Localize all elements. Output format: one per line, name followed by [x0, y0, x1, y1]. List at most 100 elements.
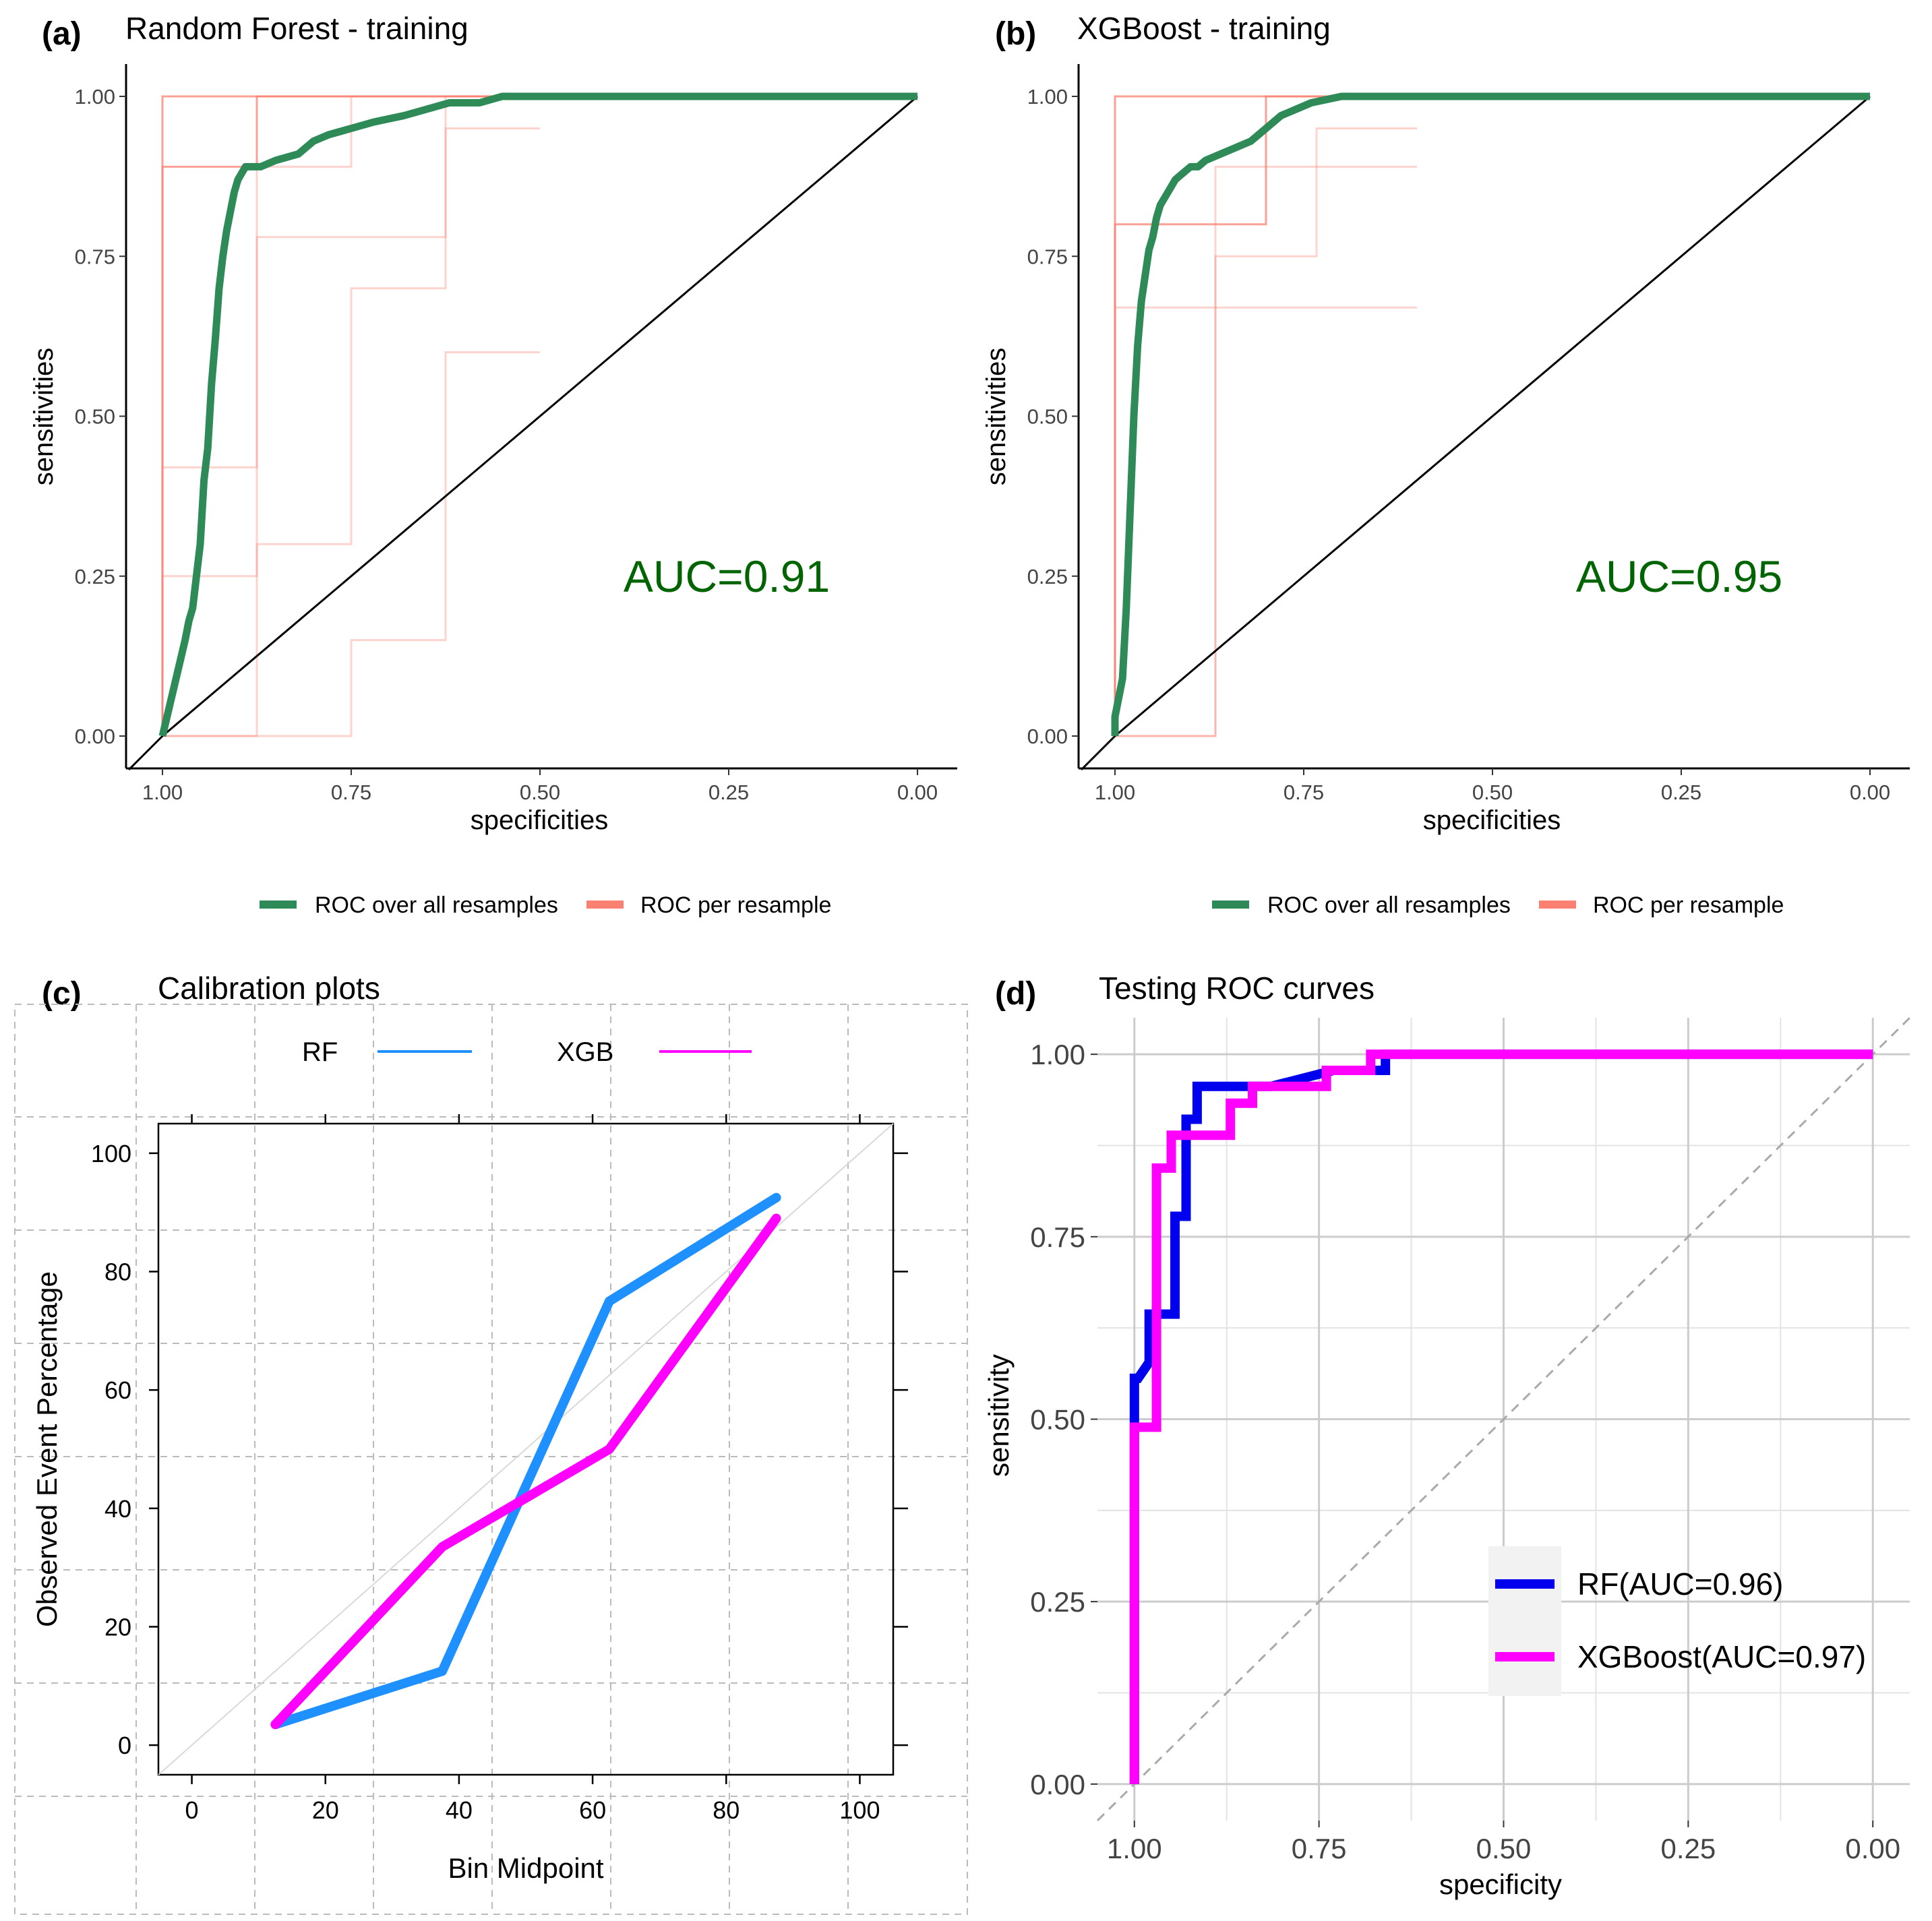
panel-d-series-xgboost — [1129, 1049, 1873, 1784]
panel-c-identity-line — [158, 1123, 894, 1775]
panel-a-y-ticks: 0.00 0.25 0.50 0.75 1.00 — [75, 85, 126, 748]
panel-c-y-tick-label: 20 — [104, 1613, 131, 1641]
panel-a-resample-curve — [162, 127, 540, 737]
panel-c-y-label: Observed Event Percentage — [31, 1271, 63, 1627]
panel-d-y-tick-label: 0.25 — [1030, 1586, 1085, 1618]
panel-d-x-tick-label: 0.75 — [1292, 1833, 1347, 1864]
panel-c-letter: (c) — [42, 976, 82, 1012]
panel-d-legend-label-xgb: XGBoost(AUC=0.97) — [1577, 1639, 1866, 1674]
panel-b-x-tick-label: 0.75 — [1284, 781, 1324, 804]
panel-c-plot-area — [158, 1123, 894, 1775]
panel-d-title: Testing ROC curves — [1099, 971, 1375, 1006]
panel-d-x-tick-label: 0.00 — [1845, 1833, 1900, 1864]
panel-c-legend: RF XGB — [302, 1037, 752, 1067]
panel-a-x-tick-label: 0.25 — [708, 781, 749, 804]
panel-a-letter: (a) — [42, 16, 82, 52]
panel-a-diagonal-reference — [162, 95, 918, 737]
panel-b-x-tick-label: 0.00 — [1850, 781, 1890, 804]
panel-c-y-tick-label: 80 — [104, 1258, 131, 1286]
panel-c-legend-label-rf: RF — [302, 1037, 338, 1067]
panel-a-roc-rf-training: (a) Random Forest - training 1.00 0.75 0.5… — [29, 11, 957, 918]
panel-a-legend-label-resample: ROC per resample — [640, 892, 831, 918]
panel-b-legend-label-resample: ROC per resample — [1593, 892, 1784, 918]
panel-b-letter: (b) — [995, 16, 1036, 52]
panel-c-title: Calibration plots — [158, 971, 380, 1006]
panel-b-x-ticks: 1.00 0.75 0.50 0.25 0.00 — [1095, 768, 1890, 804]
panel-d-letter: (d) — [995, 976, 1036, 1012]
panel-d-y-label: sensitivity — [983, 1354, 1015, 1477]
panel-a-y-tick-label: 1.00 — [75, 85, 115, 109]
panel-c-y-tick-label: 40 — [104, 1495, 131, 1523]
panel-d-x-tick-label: 1.00 — [1107, 1833, 1162, 1864]
panel-c-y-tick-label: 60 — [104, 1376, 131, 1404]
panel-c-grid-border — [14, 1004, 968, 1915]
panel-a-x-tick-label: 1.00 — [142, 781, 183, 804]
panel-a-x-tick-label: 0.00 — [897, 781, 938, 804]
panel-b-y-tick-label: 0.75 — [1027, 245, 1068, 268]
panel-c-y-tick-label: 0 — [118, 1732, 131, 1759]
panel-d-legend: RF(AUC=0.96) XGBoost(AUC=0.97) — [1488, 1546, 1866, 1696]
panel-d-legend-key-bg — [1488, 1546, 1561, 1696]
panel-c-x-tick-label: 0 — [185, 1796, 199, 1824]
panel-c-calibration: (c) Calibration plots RF XGB 0 20 40 60 80 10… — [14, 971, 968, 1915]
panel-d-y-tick-label: 1.00 — [1030, 1039, 1085, 1070]
panel-a-x-tick-label: 0.75 — [331, 781, 371, 804]
panel-a-resample-curve — [161, 95, 540, 736]
panel-a-x-ticks: 1.00 0.75 0.50 0.25 0.00 — [142, 768, 938, 804]
panel-b-x-tick-label: 0.25 — [1661, 781, 1701, 804]
panel-b-diagonal-reference — [1114, 95, 1871, 737]
panel-d-x-ticks: 1.00 0.75 0.50 0.25 0.00 — [1107, 1821, 1900, 1864]
panel-a-title: Random Forest - training — [125, 11, 469, 46]
panel-c-plot-frame — [157, 1122, 895, 1776]
panel-c-legend-label-xgb: XGB — [557, 1037, 613, 1067]
panel-b-legend: ROC over all resamples ROC per resample — [1212, 892, 1784, 918]
panel-b-auc-annotation: AUC=0.95 — [1576, 551, 1782, 601]
panel-d-legend-label-rf: RF(AUC=0.96) — [1577, 1566, 1783, 1602]
panel-c-y-tick-label: 100 — [91, 1140, 131, 1167]
panel-b-y-tick-label: 1.00 — [1027, 85, 1068, 109]
panel-d-y-ticks: 0.00 0.25 0.50 0.75 1.00 — [1030, 1039, 1097, 1800]
panel-b-legend-label-all: ROC over all resamples — [1267, 892, 1511, 918]
panel-a-auc-annotation: AUC=0.91 — [624, 551, 830, 601]
panel-a-y-tick-label: 0.50 — [75, 405, 115, 429]
panel-b-y-tick-label: 0.50 — [1027, 405, 1068, 429]
panel-a-y-tick-label: 0.25 — [75, 565, 115, 588]
panel-a-legend: ROC over all resamples ROC per resample — [260, 892, 831, 918]
panel-d-y-tick-label: 0.00 — [1030, 1769, 1085, 1800]
panel-a-diagonal-reference-ext — [127, 735, 164, 771]
panel-c-x-tick-label: 60 — [579, 1796, 606, 1824]
panel-b-overall-roc-curve — [1111, 92, 1870, 736]
panel-b-roc-xgb-training: (b) XGBoost - training 1.00 0.75 0.50 0.25 0… — [982, 11, 1910, 918]
panel-a-plot-area — [127, 92, 918, 771]
panel-c-x-tick-label: 100 — [839, 1796, 880, 1824]
panel-c-x-tick-label: 80 — [713, 1796, 739, 1824]
panel-d-y-tick-label: 0.50 — [1030, 1404, 1085, 1436]
panel-a-x-label: specificities — [471, 805, 609, 835]
panel-b-y-label: sensitivities — [982, 348, 1011, 486]
panel-a-y-tick-label: 0.00 — [75, 725, 115, 748]
panel-b-resample-curve — [1114, 95, 1417, 736]
panel-a-resample-curve — [162, 351, 540, 737]
panel-d-x-tick-label: 0.50 — [1476, 1833, 1532, 1864]
panel-c-y-ticks: 0 20 40 60 80 100 — [91, 1140, 908, 1759]
panel-a-y-tick-label: 0.75 — [75, 245, 115, 268]
panel-d-x-tick-label: 0.25 — [1660, 1833, 1716, 1864]
panel-b-x-label: specificities — [1423, 805, 1561, 835]
panel-b-y-tick-label: 0.25 — [1027, 565, 1068, 588]
panel-d-x-label: specificity — [1439, 1868, 1562, 1900]
panel-d-testing-roc: (d) Testing ROC curves 1.00 0.75 0.50 0.25 0… — [983, 971, 1911, 1900]
panel-d-plot-area — [1096, 1016, 1911, 1822]
panel-c-series-rf — [270, 1192, 781, 1730]
panel-c-x-tick-label: 20 — [312, 1796, 339, 1824]
panel-b-x-tick-label: 1.00 — [1095, 781, 1135, 804]
panel-b-diagonal-reference-ext — [1080, 735, 1116, 771]
panel-c-x-ticks: 0 20 40 60 80 100 — [185, 1114, 880, 1824]
panel-b-y-tick-label: 0.00 — [1027, 725, 1068, 748]
panel-b-resample-curve — [1114, 165, 1417, 736]
panel-b-x-tick-label: 0.50 — [1472, 781, 1513, 804]
panel-a-x-tick-label: 0.50 — [520, 781, 560, 804]
panel-d-diagonal-reference — [1096, 1016, 1911, 1822]
panel-c-x-label: Bin Midpoint — [448, 1852, 603, 1884]
panel-c-x-tick-label: 40 — [446, 1796, 473, 1824]
